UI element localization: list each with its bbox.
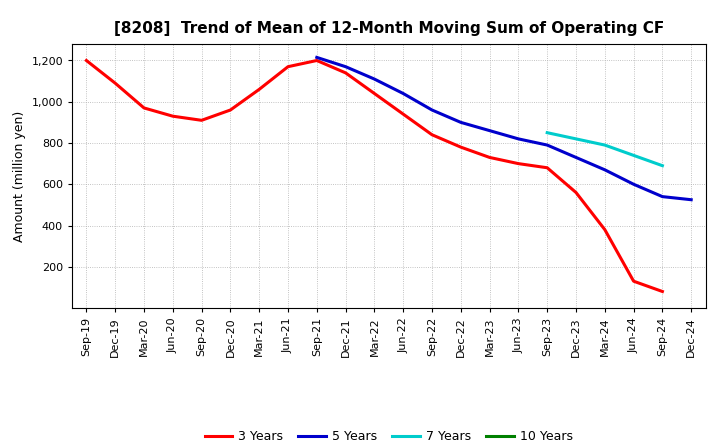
3 Years xyxy=(658,289,667,294)
3 Years xyxy=(485,155,494,160)
3 Years xyxy=(168,114,177,119)
3 Years xyxy=(456,144,465,150)
Line: 7 Years: 7 Years xyxy=(547,133,662,166)
5 Years xyxy=(456,120,465,125)
5 Years xyxy=(312,55,321,60)
3 Years xyxy=(341,70,350,76)
7 Years xyxy=(629,153,638,158)
5 Years xyxy=(370,77,379,82)
7 Years xyxy=(658,163,667,169)
5 Years xyxy=(572,155,580,160)
3 Years xyxy=(629,279,638,284)
3 Years xyxy=(197,117,206,123)
7 Years xyxy=(572,136,580,142)
5 Years xyxy=(600,167,609,172)
Title: [8208]  Trend of Mean of 12-Month Moving Sum of Operating CF: [8208] Trend of Mean of 12-Month Moving … xyxy=(114,21,664,36)
5 Years xyxy=(399,91,408,96)
Line: 5 Years: 5 Years xyxy=(317,57,691,200)
3 Years xyxy=(543,165,552,170)
3 Years xyxy=(399,111,408,117)
3 Years xyxy=(572,190,580,195)
Y-axis label: Amount (million yen): Amount (million yen) xyxy=(13,110,26,242)
5 Years xyxy=(629,182,638,187)
3 Years xyxy=(284,64,292,70)
5 Years xyxy=(514,136,523,142)
5 Years xyxy=(428,107,436,113)
3 Years xyxy=(111,81,120,86)
3 Years xyxy=(312,58,321,63)
3 Years xyxy=(140,105,148,110)
Line: 3 Years: 3 Years xyxy=(86,60,662,292)
Legend: 3 Years, 5 Years, 7 Years, 10 Years: 3 Years, 5 Years, 7 Years, 10 Years xyxy=(199,425,578,440)
3 Years xyxy=(428,132,436,137)
5 Years xyxy=(485,128,494,133)
7 Years xyxy=(600,143,609,148)
5 Years xyxy=(341,64,350,70)
3 Years xyxy=(82,58,91,63)
7 Years xyxy=(543,130,552,136)
3 Years xyxy=(370,91,379,96)
5 Years xyxy=(658,194,667,199)
5 Years xyxy=(687,197,696,202)
5 Years xyxy=(543,143,552,148)
3 Years xyxy=(600,227,609,232)
3 Years xyxy=(255,87,264,92)
3 Years xyxy=(514,161,523,166)
3 Years xyxy=(226,107,235,113)
